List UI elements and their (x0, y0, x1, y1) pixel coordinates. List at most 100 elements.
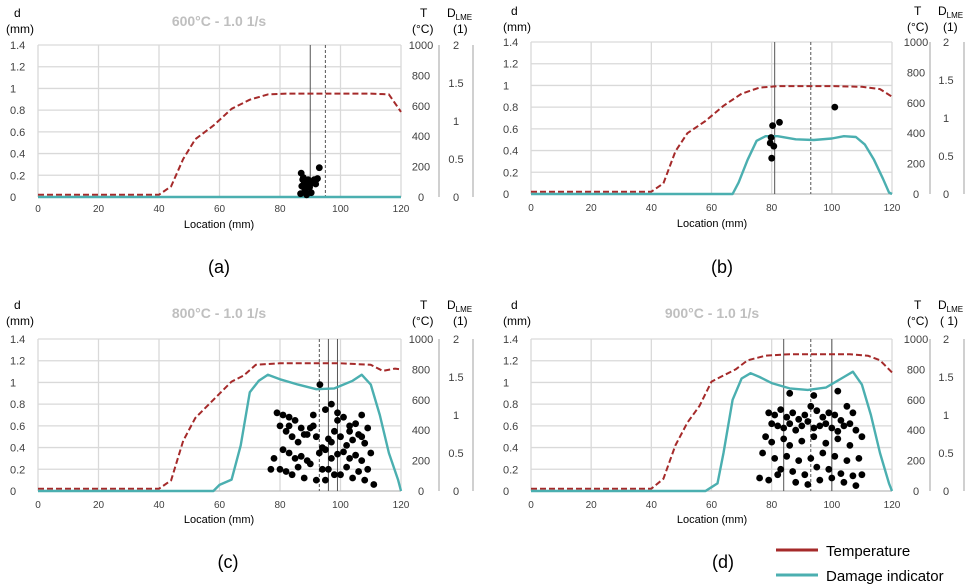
data-point (771, 455, 779, 462)
data-point (331, 427, 338, 435)
data-point (349, 474, 356, 482)
data-point (352, 451, 359, 459)
data-point (846, 420, 854, 428)
data-point (804, 481, 812, 488)
data-point (343, 463, 350, 471)
data-point (858, 471, 866, 479)
data-point (337, 433, 344, 441)
data-point (840, 478, 848, 486)
y-dlme-tick-label: 0 (943, 486, 949, 498)
data-point (312, 476, 320, 484)
y-left-label: d (14, 6, 21, 20)
legend-temperature-label: Temperature (826, 543, 910, 560)
data-point (795, 415, 803, 423)
y-temp-tick-label: 400 (412, 131, 430, 143)
x-tick-label: 60 (214, 500, 226, 511)
data-point (768, 438, 776, 446)
data-point (328, 455, 335, 462)
data-point (358, 433, 366, 441)
data-point (780, 435, 788, 443)
y-dlme-tick-label: 1 (943, 113, 949, 125)
y-temp-label: T (914, 4, 922, 18)
y-left-tick-label: 1.2 (10, 62, 25, 74)
y-dlme-tick-label: 2 (453, 40, 459, 52)
y-left-tick-label: 0.2 (10, 170, 25, 182)
data-point (334, 409, 341, 417)
panel-caption: (b) (711, 257, 733, 277)
y-temp-tick-label: 400 (907, 425, 925, 437)
y-temp-tick-label: 1000 (409, 40, 433, 52)
y-temp-tick-label: 200 (412, 456, 430, 468)
x-tick-label: 80 (274, 204, 286, 215)
y-left-label: d (511, 4, 518, 18)
y-dlme-letter: D (938, 4, 947, 18)
data-point (798, 437, 806, 445)
y-left-tick-label: 0.6 (503, 124, 518, 136)
y-dlme-tick-label: 0.5 (448, 154, 463, 166)
y-dlme-letter: D (447, 298, 456, 312)
y-temp-unit: (°C) (412, 22, 433, 36)
x-tick-label: 40 (153, 204, 165, 215)
data-point (346, 455, 353, 462)
data-point (337, 471, 344, 479)
data-point (315, 164, 323, 172)
y-dlme-tick-label: 2 (943, 37, 949, 49)
y-dlme-unit: ( 1) (940, 314, 958, 328)
y-left-tick-label: 0.2 (10, 464, 25, 476)
data-point (364, 424, 372, 432)
legend: Temperature Damage indicator (776, 543, 944, 585)
data-point (765, 409, 773, 417)
data-point (807, 402, 815, 410)
y-temp-unit: (°C) (907, 314, 928, 328)
y-left-tick-label: 1 (503, 80, 509, 92)
x-tick-label: 20 (586, 203, 598, 214)
data-point (765, 476, 773, 484)
data-point (316, 381, 324, 388)
data-point (801, 411, 809, 419)
data-point (307, 189, 315, 197)
data-point (834, 387, 842, 395)
data-point (361, 439, 369, 447)
y-dlme-tick-label: 1.5 (938, 75, 953, 87)
x-tick-label: 60 (214, 204, 226, 215)
y-temp-unit: (°C) (907, 20, 928, 34)
data-point (786, 420, 794, 428)
damage-indicator-line (531, 134, 893, 196)
data-point (361, 476, 369, 484)
data-point (822, 420, 830, 428)
data-point (846, 442, 854, 449)
data-point (267, 465, 275, 473)
x-tick-label: 40 (153, 500, 165, 511)
y-temp-tick-label: 1000 (904, 334, 928, 346)
x-tick-label: 120 (884, 500, 901, 511)
y-left-unit: (mm) (6, 22, 34, 36)
data-point (297, 452, 305, 460)
y-dlme-sub: LME (947, 305, 963, 314)
x-tick-label: 20 (93, 204, 105, 215)
data-point (315, 449, 323, 457)
y-temp-tick-label: 400 (412, 425, 430, 437)
data-point (849, 472, 857, 480)
x-tick-label: 120 (884, 203, 901, 214)
data-point (774, 422, 782, 430)
y-left-tick-label: 0 (503, 189, 509, 201)
y-left-tick-label: 1.4 (10, 334, 25, 346)
data-point (273, 409, 281, 417)
x-tick-label: 100 (823, 203, 840, 214)
y-dlme-sub: LME (456, 13, 472, 22)
data-point (855, 455, 863, 462)
data-point (328, 438, 335, 446)
damage-indicator-line (531, 370, 894, 493)
y-dlme-tick-label: 0.5 (938, 448, 953, 460)
x-tick-label: 80 (274, 500, 286, 511)
data-point (282, 427, 290, 435)
data-point (783, 413, 791, 421)
data-point (328, 400, 335, 408)
y-dlme-tick-label: 1.5 (448, 78, 463, 90)
y-left-tick-label: 0 (10, 486, 16, 498)
data-point (346, 427, 353, 435)
data-point (819, 413, 827, 421)
y-dlme-tick-label: 1 (453, 116, 459, 128)
data-point (771, 411, 779, 419)
